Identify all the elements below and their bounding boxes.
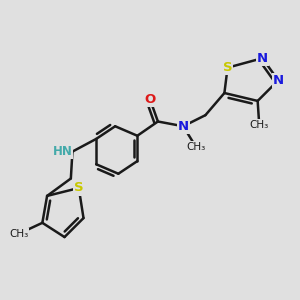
Text: N: N [257, 52, 268, 65]
Text: S: S [223, 61, 232, 74]
Text: HN: HN [52, 145, 72, 158]
Text: N: N [178, 120, 189, 133]
Text: CH₃: CH₃ [186, 142, 206, 152]
Text: S: S [74, 182, 84, 194]
Text: CH₃: CH₃ [250, 120, 269, 130]
Text: CH₃: CH₃ [9, 229, 28, 239]
Text: N: N [273, 74, 284, 87]
Text: O: O [144, 93, 156, 106]
